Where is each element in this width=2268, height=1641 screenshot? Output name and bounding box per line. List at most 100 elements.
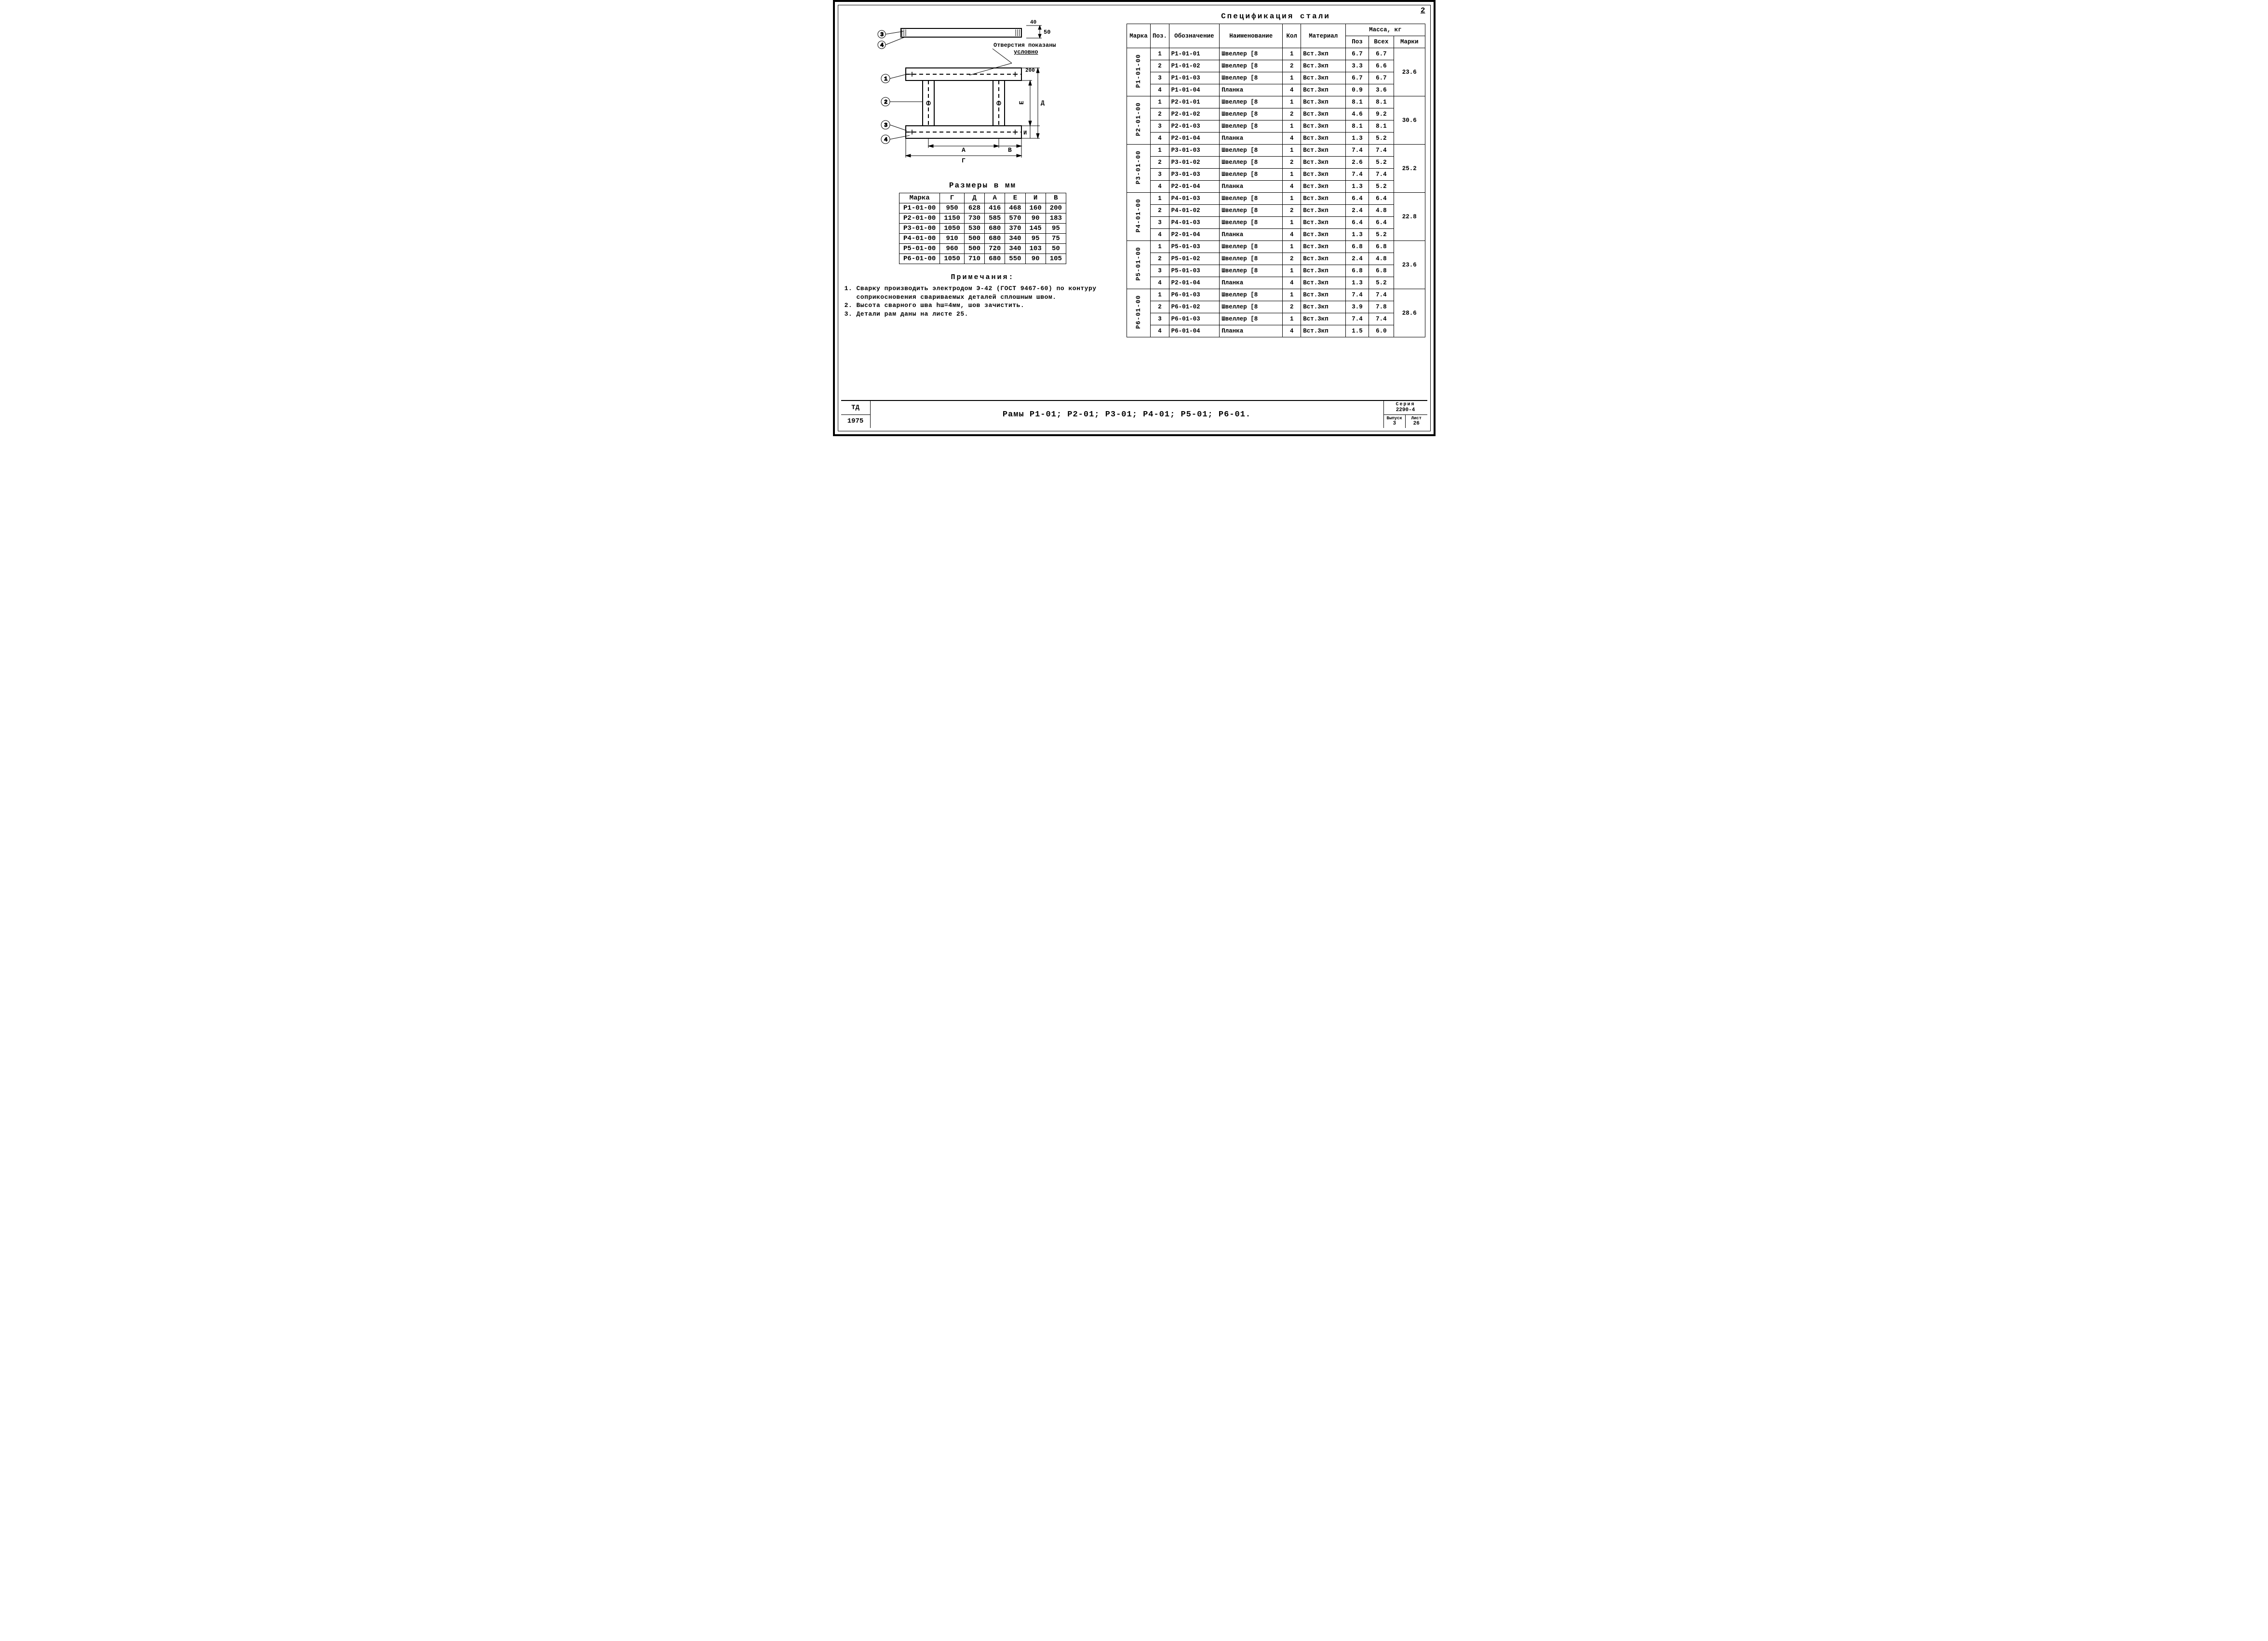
spec-total: 30.6 xyxy=(1394,96,1425,145)
spec-marka: Р1-01-00 xyxy=(1127,48,1151,96)
series-block: Серия 2290-4 Выпуск 3 Лист 26 xyxy=(1384,401,1427,428)
svg-text:4: 4 xyxy=(880,42,884,49)
dims-header: Марка xyxy=(899,193,940,203)
spec-row: 3Р6-01-03Швеллер [81Вст.3кп7.47.4 xyxy=(1127,313,1425,325)
dims-row: Р4-01-009105006803409575 xyxy=(899,234,1066,244)
right-panel: Спецификация стали Марка Поз. Обозначени… xyxy=(1127,12,1425,337)
svg-text:3: 3 xyxy=(880,31,884,38)
assembly-diagram: 50 40 3 4 Отверстия показаны условно xyxy=(848,15,1060,167)
dims-row: Р5-01-0096050072034010350 xyxy=(899,244,1066,254)
spec-row: Р5-01-001Р5-01-03Швеллер [81Вст.3кп6.86.… xyxy=(1127,241,1425,253)
svg-text:4: 4 xyxy=(884,136,887,143)
spec-total: 28.6 xyxy=(1394,289,1425,337)
dims-header: Е xyxy=(1005,193,1025,203)
drawing-title: Рамы Р1-01; Р2-01; Р3-01; Р4-01; Р5-01; … xyxy=(871,401,1384,428)
dim-50: 50 xyxy=(1044,29,1050,36)
vypusk: 3 xyxy=(1393,421,1396,427)
spec-row: 4Р1-01-04Планка4Вст.3кп0.93.6 xyxy=(1127,84,1425,96)
spec-total: 22.8 xyxy=(1394,193,1425,241)
dims-header: Г xyxy=(940,193,965,203)
spec-marka: Р5-01-00 xyxy=(1127,241,1151,289)
notes-block: Примечания: Сварку производить электродо… xyxy=(848,273,1118,318)
dim-E: Е xyxy=(1018,101,1025,105)
spec-row: 2Р4-01-02Швеллер [82Вст.3кп2.44.8 xyxy=(1127,205,1425,217)
spec-row: 2Р1-01-02Швеллер [82Вст.3кп3.36.6 xyxy=(1127,60,1425,72)
td-label: ТД xyxy=(841,401,870,415)
year: 1975 xyxy=(841,415,870,428)
note-holes-1: Отверстия показаны xyxy=(993,42,1056,49)
spec-row: 2Р2-01-02Швеллер [82Вст.3кп4.69.2 xyxy=(1127,108,1425,120)
svg-text:3: 3 xyxy=(884,122,887,129)
svg-text:2: 2 xyxy=(884,99,887,106)
dimensions-table: МаркаГДАЕИВ Р1-01-00950628416468160200Р2… xyxy=(899,193,1066,264)
spec-row: Р3-01-001Р3-01-03Швеллер [81Вст.3кп7.47.… xyxy=(1127,145,1425,157)
dim-D: Д xyxy=(1041,99,1045,107)
dim-B: В xyxy=(1008,147,1012,154)
title-block: ТД 1975 Рамы Р1-01; Р2-01; Р3-01; Р4-01;… xyxy=(841,400,1427,428)
spec-row: 4Р6-01-04Планка4Вст.3кп1.56.0 xyxy=(1127,325,1425,337)
dims-row: Р3-01-00105053068037014595 xyxy=(899,224,1066,234)
h-marka: Марка xyxy=(1127,24,1151,48)
left-panel: 50 40 3 4 Отверстия показаны условно xyxy=(848,15,1118,318)
spec-marka: Р3-01-00 xyxy=(1127,145,1151,193)
spec-marka: Р6-01-00 xyxy=(1127,289,1151,337)
spec-row: 4Р2-01-04Планка4Вст.3кп1.35.2 xyxy=(1127,229,1425,241)
vypusk-label: Выпуск xyxy=(1387,416,1402,421)
spec-row: Р2-01-001Р2-01-01Швеллер [81Вст.3кп8.18.… xyxy=(1127,96,1425,108)
h-mass-poz: Поз xyxy=(1346,36,1369,48)
spec-title: Спецификация стали xyxy=(1127,12,1425,21)
h-mat: Материал xyxy=(1301,24,1346,48)
spec-table: Марка Поз. Обозначение Наименование Кол … xyxy=(1127,24,1425,337)
spec-row: Р1-01-001Р1-01-01Швеллер [81Вст.3кп6.76.… xyxy=(1127,48,1425,60)
svg-text:200: 200 xyxy=(1025,68,1035,74)
dims-header: В xyxy=(1046,193,1066,203)
h-poz: Поз. xyxy=(1151,24,1169,48)
h-name: Наименование xyxy=(1220,24,1283,48)
series-num: 2290-4 xyxy=(1396,407,1415,413)
spec-row: 2Р6-01-02Швеллер [82Вст.3кп3.97.8 xyxy=(1127,301,1425,313)
dims-row: Р6-01-00105071068055090105 xyxy=(899,254,1066,264)
dims-header: Д xyxy=(964,193,984,203)
h-oboz: Обозначение xyxy=(1169,24,1220,48)
dim-40: 40 xyxy=(1030,20,1036,26)
h-mass: Масса, кг xyxy=(1346,24,1425,36)
spec-row: 4Р2-01-04Планка4Вст.3кп1.35.2 xyxy=(1127,277,1425,289)
h-mass-marki: Марки xyxy=(1394,36,1425,48)
spec-marka: Р2-01-00 xyxy=(1127,96,1151,145)
h-mass-all: Всех xyxy=(1369,36,1394,48)
dims-row: Р1-01-00950628416468160200 xyxy=(899,203,1066,213)
spec-total: 25.2 xyxy=(1394,145,1425,193)
list-num: 26 xyxy=(1413,421,1420,427)
dim-G: Г xyxy=(962,157,966,164)
td-year: ТД 1975 xyxy=(841,401,871,428)
dims-row: Р2-01-00115073058557090183 xyxy=(899,213,1066,224)
spec-row: Р4-01-001Р4-01-03Швеллер [81Вст.3кп6.46.… xyxy=(1127,193,1425,205)
spec-total: 23.6 xyxy=(1394,241,1425,289)
spec-marka: Р4-01-00 xyxy=(1127,193,1151,241)
spec-row: 4Р2-01-04Планка4Вст.3кп1.35.2 xyxy=(1127,133,1425,145)
drawing-sheet: 2 xyxy=(833,0,1436,436)
dim-I: И xyxy=(1023,130,1027,136)
notes-title: Примечания: xyxy=(848,273,1118,282)
spec-total: 23.6 xyxy=(1394,48,1425,96)
spec-row: 2Р3-01-02Швеллер [82Вст.3кп2.65.2 xyxy=(1127,157,1425,169)
spec-row: 3Р4-01-03Швеллер [81Вст.3кп6.46.4 xyxy=(1127,217,1425,229)
h-kol: Кол xyxy=(1283,24,1301,48)
dim-A: А xyxy=(962,147,966,154)
svg-text:1: 1 xyxy=(884,76,887,82)
note-item: Сварку производить электродом Э-42 (ГОСТ… xyxy=(857,284,1118,301)
dims-header: И xyxy=(1025,193,1046,203)
spec-row: 3Р5-01-03Швеллер [81Вст.3кп6.86.8 xyxy=(1127,265,1425,277)
spec-row: 2Р5-01-02Швеллер [82Вст.3кп2.44.8 xyxy=(1127,253,1425,265)
spec-row: 3Р3-01-03Швеллер [81Вст.3кп7.47.4 xyxy=(1127,169,1425,181)
spec-row: 3Р1-01-03Швеллер [81Вст.3кп6.76.7 xyxy=(1127,72,1425,84)
note-item: Детали рам даны на листе 25. xyxy=(857,310,1118,319)
note-item: Высота сварного шва hш=4мм, шов зачистит… xyxy=(857,301,1118,310)
inner-frame: 2 xyxy=(838,5,1431,431)
series-label: Серия xyxy=(1396,402,1415,407)
list-label: Лист xyxy=(1411,416,1422,421)
spec-row: 3Р2-01-03Швеллер [81Вст.3кп8.18.1 xyxy=(1127,120,1425,133)
spec-row: Р6-01-001Р6-01-03Швеллер [81Вст.3кп7.47.… xyxy=(1127,289,1425,301)
spec-row: 4Р2-01-04Планка4Вст.3кп1.35.2 xyxy=(1127,181,1425,193)
note-holes-2: условно xyxy=(1014,49,1038,55)
